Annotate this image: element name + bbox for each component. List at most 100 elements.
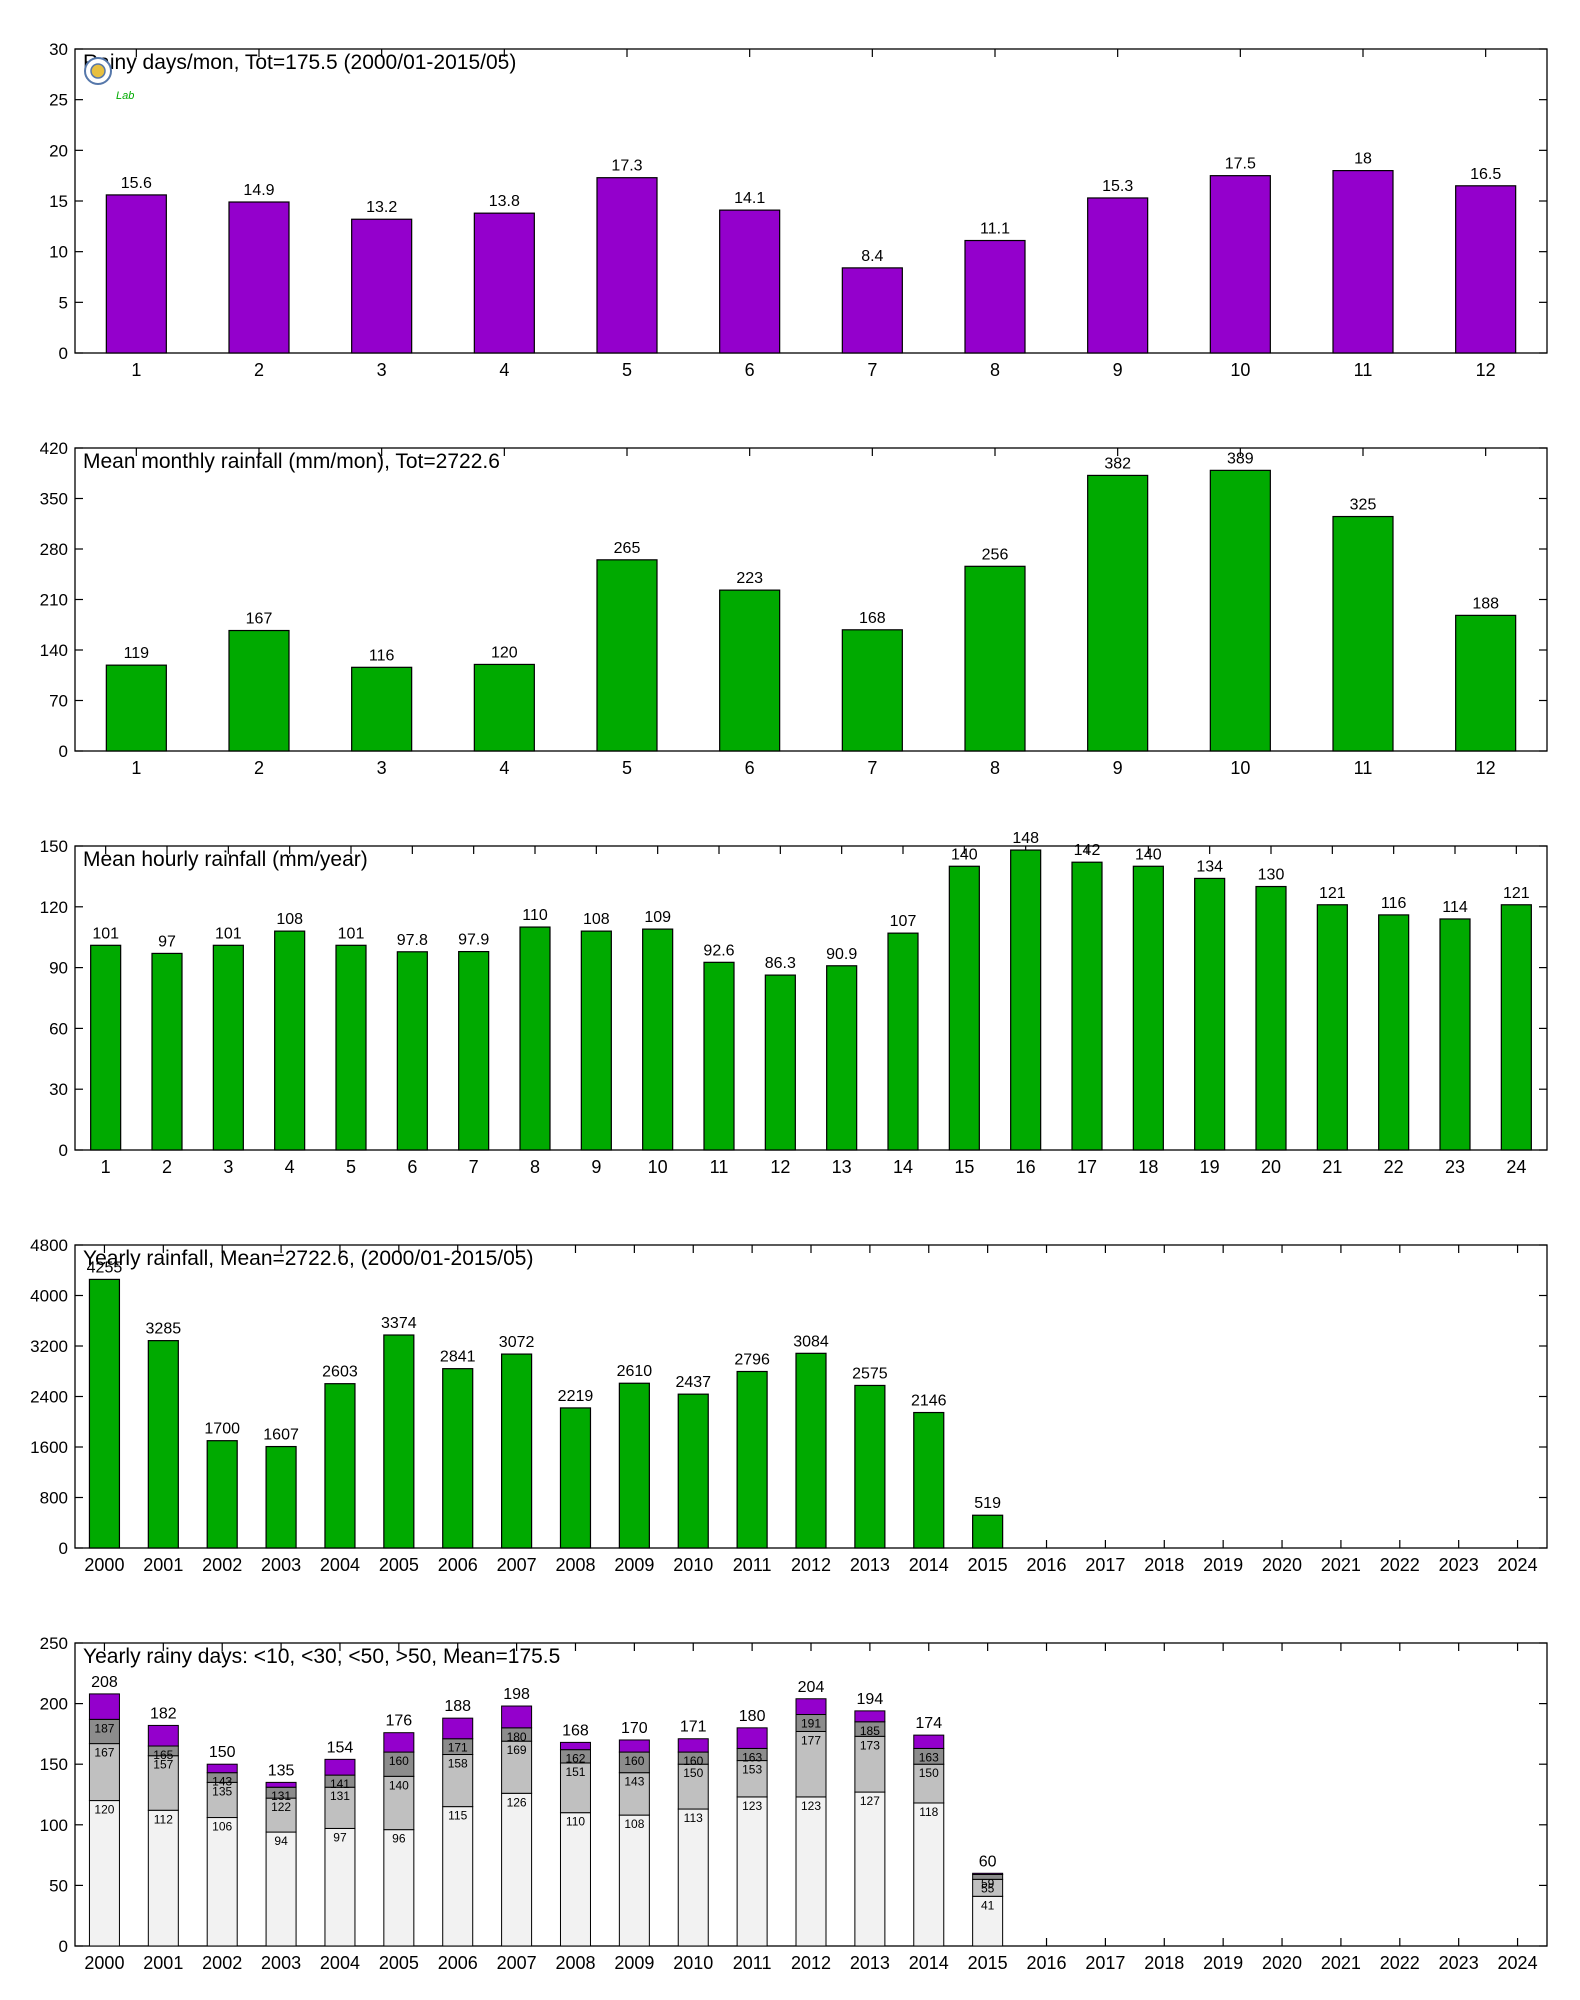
plot-frame <box>74 48 1548 354</box>
y-tick-label: 2400 <box>30 1388 68 1407</box>
bar-segment-total <box>324 1758 356 1776</box>
data-label: 13.8 <box>489 193 520 210</box>
bar-segment-lt10 <box>677 1808 709 1947</box>
x-tick-label: 2001 <box>143 1555 183 1575</box>
x-tick-label: 2014 <box>909 1953 949 1973</box>
x-tick-label: 2001 <box>143 1953 183 1973</box>
x-tick-label: 11 <box>1354 758 1373 778</box>
y-tick-label: 250 <box>40 1634 68 1653</box>
bar <box>151 952 183 1151</box>
bar-segment-total <box>618 1739 650 1753</box>
data-label-total: 180 <box>739 1708 766 1725</box>
bar <box>105 194 167 354</box>
seal-inner-icon <box>90 63 106 79</box>
data-label: 1607 <box>263 1427 299 1444</box>
bar <box>1455 185 1517 354</box>
x-tick-label: 5 <box>622 758 632 778</box>
x-tick-label: 16 <box>1016 1157 1036 1177</box>
data-label-total: 208 <box>91 1674 118 1691</box>
x-tick-label: 2012 <box>791 1555 831 1575</box>
x-tick-label: 2017 <box>1085 1953 1125 1973</box>
chart-title: Yearly rainfall, Mean=2722.6, (2000/01-2… <box>83 1247 533 1270</box>
data-label: 116 <box>369 647 395 664</box>
x-tick-label: 2003 <box>261 1555 301 1575</box>
y-tick-label: 20 <box>49 141 68 160</box>
data-label-total: 198 <box>503 1686 530 1703</box>
x-tick-label: 11 <box>1354 360 1373 380</box>
x-tick-label: 2011 <box>733 1555 772 1575</box>
bar <box>228 201 290 354</box>
bar <box>948 865 980 1151</box>
segment-label-lt30: 169 <box>507 1743 527 1757</box>
data-label: 2146 <box>911 1393 947 1410</box>
x-tick-label: 6 <box>407 1157 417 1177</box>
data-label: 382 <box>1104 455 1131 472</box>
segment-label-lt50: 165 <box>153 1748 173 1762</box>
segment-label-lt10: 96 <box>392 1832 406 1846</box>
bar <box>351 666 413 752</box>
segment-label-lt10: 108 <box>624 1817 644 1831</box>
x-tick-label: 2023 <box>1439 1953 1479 1973</box>
data-label: 2437 <box>675 1374 711 1391</box>
bar <box>1332 515 1394 752</box>
bar-segment-lt10 <box>206 1817 238 1947</box>
data-label: 2796 <box>734 1352 770 1369</box>
y-tick-label: 0 <box>59 742 68 761</box>
x-tick-label: 2004 <box>320 1953 360 1973</box>
x-tick-label: 2002 <box>202 1555 242 1575</box>
data-label: 140 <box>1135 846 1162 863</box>
x-tick-label: 2000 <box>84 1555 124 1575</box>
segment-label-lt50: 163 <box>742 1750 762 1764</box>
x-tick-label: 2010 <box>673 1953 713 1973</box>
x-tick-label: 3 <box>223 1157 233 1177</box>
bar <box>887 932 919 1151</box>
bar <box>1332 170 1394 354</box>
segment-label-lt30: 150 <box>683 1766 703 1780</box>
x-tick-label: 2008 <box>555 1555 595 1575</box>
bar <box>1194 877 1226 1151</box>
y-tick-label: 100 <box>40 1816 68 1835</box>
data-label: 256 <box>982 546 1009 563</box>
data-label: 97.8 <box>397 932 428 949</box>
bar <box>826 965 858 1151</box>
bar <box>913 1411 945 1549</box>
segment-label-lt30: 157 <box>153 1758 173 1772</box>
data-label: 90.9 <box>826 946 857 963</box>
data-label: 3285 <box>146 1321 182 1338</box>
y-tick-label: 120 <box>40 898 68 917</box>
bar <box>1378 914 1410 1151</box>
segment-label-lt50: 160 <box>683 1754 703 1768</box>
y-tick-label: 350 <box>40 490 68 509</box>
bar <box>458 950 490 1151</box>
segment-label-lt30: 177 <box>801 1733 821 1747</box>
bar <box>719 589 781 752</box>
bar-segment-total <box>442 1717 474 1740</box>
bar <box>473 212 535 354</box>
x-tick-label: 2015 <box>968 1953 1008 1973</box>
bar <box>580 930 612 1151</box>
data-label-total: 170 <box>621 1720 648 1737</box>
data-label: 2841 <box>440 1349 476 1366</box>
data-label: 17.3 <box>611 158 642 175</box>
data-label-total: 182 <box>150 1705 177 1722</box>
x-tick-label: 2022 <box>1380 1555 1420 1575</box>
x-tick-label: 20 <box>1261 1157 1281 1177</box>
segment-label-lt30: 140 <box>389 1778 409 1792</box>
bar-segment-lt50 <box>383 1751 415 1777</box>
x-tick-label: 10 <box>648 1157 668 1177</box>
x-tick-label: 12 <box>1476 360 1496 380</box>
bar-segment-total <box>972 1872 1004 1875</box>
x-tick-label: 11 <box>710 1157 729 1177</box>
data-label: 3374 <box>381 1315 417 1332</box>
x-tick-label: 2000 <box>84 1953 124 1973</box>
bar <box>596 177 658 354</box>
bar <box>88 1278 121 1549</box>
x-tick-label: 2004 <box>320 1555 360 1575</box>
data-label: 265 <box>614 540 641 557</box>
chart-mean-monthly-rainfall: Mean monthly rainfall (mm/mon), Tot=2722… <box>40 439 1548 778</box>
bar <box>677 1393 709 1549</box>
data-label: 140 <box>951 846 978 863</box>
bar <box>1316 904 1348 1151</box>
x-tick-label: 2 <box>254 360 264 380</box>
chart-mean-hourly-rainfall: Mean hourly rainfall (mm/year)0306090120… <box>40 830 1548 1177</box>
